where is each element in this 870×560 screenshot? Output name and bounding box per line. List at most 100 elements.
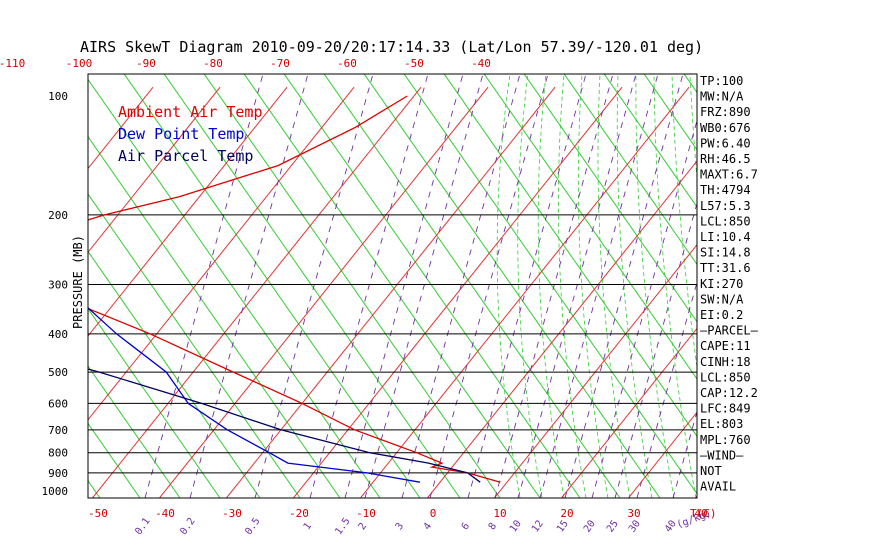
- dry-adiabat-line: [88, 365, 181, 498]
- mixing-ratio-line: [672, 410, 697, 498]
- mixing-ratio-tick-label: 4: [422, 521, 434, 532]
- index-label: TH:4794: [700, 183, 751, 197]
- isotherm-line: [88, 86, 154, 170]
- moist-adiabat-line: [517, 74, 543, 498]
- index-label: RH:46.5: [700, 152, 751, 166]
- mixing-ratio-tick-label: 20: [582, 518, 598, 534]
- dry-adiabat-line: [323, 74, 621, 498]
- index-label: SW:N/A: [700, 292, 744, 306]
- mixing-ratio-line: [539, 74, 659, 498]
- dry-adiabat-line: [443, 74, 697, 438]
- mixing-ratio-line: [564, 74, 684, 498]
- moist-adiabat-line: [558, 74, 587, 498]
- bottom-temperature-ticks: -50 -40 -30 -20 -10 0 10 20 30 40T(C): [88, 507, 716, 520]
- bottom-temp-tick-label: -50: [88, 507, 108, 520]
- index-label: LFC:849: [700, 402, 751, 416]
- mixing-ratio-tick-label: 2: [357, 521, 369, 532]
- top-temperature-ticks: -120-110-100-90-80-70-60-50-40: [0, 57, 491, 70]
- dry-adiabat-line: [523, 74, 697, 323]
- isotherm-line: [91, 86, 422, 498]
- moist-adiabat-line: [671, 74, 697, 370]
- temp-unit-label: T(C): [690, 507, 717, 520]
- plot-frame: [87, 73, 698, 499]
- index-label: CAPE:11: [700, 339, 751, 353]
- mixing-ratio-tick-label: 6: [460, 521, 472, 532]
- dry-adiabat-line: [800, 68, 870, 498]
- mixing-ratio-line: [517, 74, 637, 498]
- legend: Ambient Air Temp Dew Point Temp Air Parcel…: [118, 103, 263, 165]
- dry-adiabat-line: [563, 74, 697, 266]
- series-line-1: [88, 307, 421, 483]
- bottom-temp-tick-label: 40: [694, 507, 707, 520]
- bottom-temp-tick-label: 0: [430, 507, 437, 520]
- mixing-ratio-tick-label: 8: [487, 521, 499, 532]
- index-label: —WIND—: [700, 448, 744, 462]
- index-label: WB0:676: [700, 121, 751, 135]
- dry-adiabat-line: [163, 74, 461, 498]
- top-temp-tick-label: -80: [203, 57, 223, 70]
- isotherm-line: [292, 86, 623, 498]
- isotherm-line: [225, 86, 556, 498]
- mixing-ratio-tick-label: 0.1: [133, 516, 152, 537]
- bottom-temp-tick-label: -20: [289, 507, 309, 520]
- dry-adiabat-line: [88, 307, 221, 498]
- mixing-ratio-line: [309, 74, 429, 498]
- mixing-ratio-tick-label: 0.5: [243, 516, 262, 537]
- dry-adiabat-line: [88, 135, 341, 498]
- bottom-temp-tick-label: -40: [155, 507, 175, 520]
- index-label: MW:N/A: [700, 90, 744, 104]
- index-label: NOT: [700, 464, 722, 478]
- index-label: —PARCEL—: [700, 324, 759, 338]
- moist-adiabat-line: [537, 74, 565, 498]
- top-temp-tick-label: -60: [337, 57, 357, 70]
- bottom-temp-tick-label: -10: [356, 507, 376, 520]
- moist-adiabat-line: [577, 74, 609, 498]
- mixing-ratio-line: [401, 74, 521, 498]
- pressure-tick-label: 100: [48, 90, 68, 103]
- mixing-ratio-line: [614, 201, 697, 498]
- dry-adiabat-line: [603, 74, 697, 208]
- y-axis-label: PRESSURE (MB): [71, 235, 85, 329]
- mixing-ratio-tick-label: 15: [555, 518, 571, 534]
- pressure-tick-label: 500: [48, 366, 68, 379]
- chart-title: AIRS SkewT Diagram 2010-09-20/20:17:14.3…: [80, 38, 703, 56]
- index-label: LCL:850: [700, 214, 751, 228]
- mixing-ratio-tick-label: 10: [508, 518, 524, 534]
- moist-adiabat-line: [689, 74, 697, 183]
- pressure-ticks: 100 200 300 400 500 600 700 800 900 1000: [42, 90, 69, 498]
- index-label: CAP:12.2: [700, 386, 758, 400]
- mixing-ratio-lines: [144, 74, 697, 498]
- mixing-ratio-line: [189, 74, 309, 498]
- mixing-ratio-tick-label: 25: [605, 518, 621, 534]
- mixing-ratio-line: [344, 74, 464, 498]
- isotherm-line: [0, 87, 19, 499]
- moist-adiabat-lines: [496, 74, 697, 498]
- mixing-ratio-tick-label: 1: [302, 521, 314, 532]
- index-label: KI:270: [700, 277, 743, 291]
- index-label: FRZ:890: [700, 105, 751, 119]
- top-temp-tick-label: -50: [404, 57, 424, 70]
- mixing-ratio-line: [494, 74, 614, 498]
- isotherm-line: [627, 411, 697, 498]
- dry-adiabat-line: [88, 422, 141, 498]
- index-label: MPL:760: [700, 433, 751, 447]
- index-label: SI:14.8: [700, 246, 751, 260]
- dry-adiabat-line: [88, 193, 301, 498]
- legend-entry: Dew Point Temp: [118, 125, 244, 143]
- pressure-tick-label: 1000: [42, 485, 69, 498]
- mixing-ratio-line: [144, 74, 264, 498]
- index-label: L57:5.3: [700, 199, 751, 213]
- bottom-temp-tick-label: -30: [222, 507, 242, 520]
- dry-adiabat-line: [760, 68, 870, 498]
- isotherm-line: [761, 87, 870, 499]
- mixing-ratio-tick-label: 12: [530, 518, 546, 534]
- pressure-tick-label: 700: [48, 424, 68, 437]
- moist-adiabat-line: [597, 74, 631, 498]
- mixing-ratio-line: [467, 74, 587, 498]
- series-line-2: [88, 368, 481, 483]
- pressure-tick-label: 400: [48, 328, 68, 341]
- pressure-tick-label: 600: [48, 397, 68, 410]
- index-label: TT:31.6: [700, 261, 751, 275]
